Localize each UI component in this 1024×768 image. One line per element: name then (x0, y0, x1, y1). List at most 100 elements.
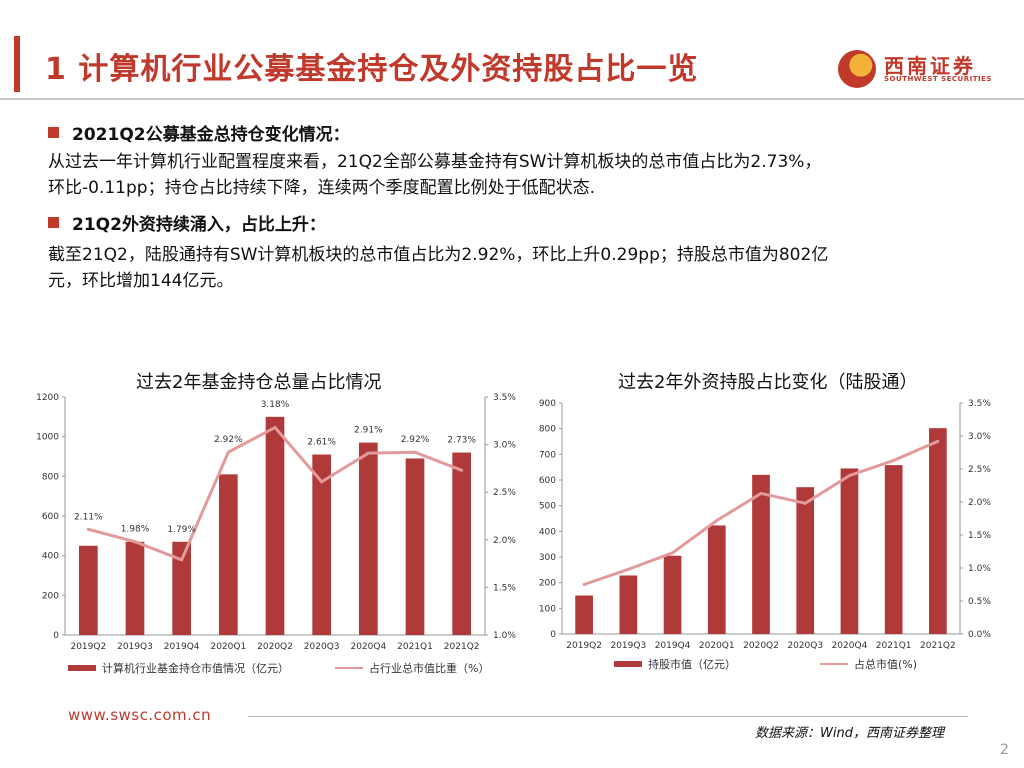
legend-bar-label: 计算机行业基金持仓市值情况（亿元） (102, 660, 289, 676)
legend-bar-swatch (614, 661, 642, 667)
y-tick-label-left: 700 (539, 450, 556, 460)
line-point (134, 540, 137, 543)
legend-bar-left: 计算机行业基金持仓市值情况（亿元） (68, 660, 289, 676)
data-label: 2.61% (307, 438, 336, 448)
x-tick-label: 2020Q4 (832, 641, 868, 651)
y-tick-label-right: 1.5% (968, 531, 991, 541)
y-tick-label-left: 1200 (36, 393, 59, 403)
y-tick-label-right: 2.5% (493, 488, 516, 498)
data-label: 2.92% (401, 435, 430, 445)
line-point (320, 480, 323, 483)
bar (359, 443, 378, 635)
x-tick-label: 2019Q2 (70, 642, 106, 652)
line-point (367, 452, 370, 455)
x-tick-label: 2019Q4 (655, 641, 691, 651)
line-point (848, 474, 851, 477)
y-tick-label-left: 400 (539, 527, 556, 537)
legend-bar-right: 持股市值（亿元） (614, 656, 736, 672)
line-point (87, 528, 90, 531)
y-tick-label-left: 500 (539, 502, 556, 512)
bar (126, 542, 145, 635)
y-tick-label-right: 2.5% (968, 465, 991, 475)
line-point (180, 558, 183, 561)
y-tick-label-left: 900 (539, 399, 556, 409)
data-label: 3.18% (261, 400, 290, 410)
y-tick-label-left: 600 (42, 512, 59, 522)
footer-url[interactable]: www.swsc.com.cn (68, 706, 211, 724)
bar (219, 474, 238, 635)
data-label: 2.11% (74, 512, 103, 522)
y-tick-label-right: 3.5% (493, 393, 516, 403)
x-tick-label: 2020Q1 (699, 641, 735, 651)
bar (452, 453, 471, 635)
title-divider (0, 98, 1024, 100)
legend-line-swatch (820, 663, 848, 665)
y-tick-label-right: 0.0% (968, 630, 991, 640)
x-tick-label: 2021Q2 (444, 642, 480, 652)
footer-divider (248, 716, 968, 717)
legend-line-left: 占行业总市值比重（%） (335, 660, 489, 676)
line-point (804, 502, 807, 505)
data-label: 2.91% (354, 426, 383, 436)
data-label: 2.73% (447, 436, 476, 446)
bar (708, 525, 726, 634)
legend-line-label: 占总市值(%) (854, 656, 917, 672)
x-tick-label: 2020Q4 (350, 642, 386, 652)
bar (575, 596, 593, 635)
y-tick-label-right: 0.5% (968, 597, 991, 607)
y-tick-label-left: 300 (539, 553, 556, 563)
y-tick-label-left: 0 (53, 631, 59, 641)
y-tick-label-left: 200 (42, 591, 59, 601)
y-tick-label-left: 0 (550, 630, 556, 640)
y-tick-label-right: 1.5% (493, 583, 516, 593)
y-tick-label-left: 400 (42, 552, 59, 562)
line-point (627, 568, 630, 571)
x-tick-label: 2021Q1 (876, 641, 912, 651)
line-point (227, 451, 230, 454)
x-tick-label: 2019Q3 (610, 641, 646, 651)
logo-text-en: SOUTHWEST SECURITIES (884, 75, 992, 83)
y-tick-label-right: 1.0% (968, 564, 991, 574)
bar (841, 468, 859, 634)
y-tick-label-left: 200 (539, 579, 556, 589)
x-tick-label: 2020Q2 (257, 642, 293, 652)
chart-title-right: 过去2年外资持股占比变化（陆股通） (618, 368, 917, 394)
bar (406, 458, 425, 635)
line-point (936, 440, 939, 443)
data-label: 2.92% (214, 435, 243, 445)
y-tick-label-right: 1.0% (493, 631, 516, 641)
x-tick-label: 2020Q3 (787, 641, 823, 651)
legend-line-right: 占总市值(%) (820, 656, 917, 672)
page-title: 1 计算机行业公募基金持仓及外资持股占比一览 (45, 44, 698, 88)
page-number: 2 (1000, 742, 1009, 758)
legend-line-swatch (335, 667, 363, 669)
y-tick-label-right: 2.0% (968, 498, 991, 508)
bar (929, 428, 947, 634)
bar (619, 575, 637, 634)
section-body-line: 截至21Q2，陆股通持有SW计算机板块的总市值占比为2.92%，环比上升0.29… (48, 242, 978, 268)
section-body-line: 元，环比增加144亿元。 (48, 268, 978, 294)
line-point (892, 459, 895, 462)
bullet-icon (48, 217, 59, 228)
legend-bar-swatch (68, 665, 96, 671)
fund-holding-chart: 0 200 400 600 800 1000 1200 1.0% 1.5% 2.0% 2.5% 3.0… (20, 388, 520, 658)
line-point (460, 469, 463, 472)
line-point (671, 551, 674, 554)
x-tick-label: 2019Q3 (117, 642, 153, 652)
data-label: 1.79% (167, 525, 196, 535)
section-body-line: 从过去一年计算机行业配置程度来看，21Q2全部公募基金持有SW计算机板块的总市值… (48, 149, 978, 175)
x-tick-label: 2019Q4 (164, 642, 200, 652)
section-body-line: 环比-0.11pp；持仓占比持续下降，连续两个季度配置比例处于低配状态. (48, 175, 978, 201)
line-point (760, 492, 763, 495)
company-logo: 西南证券 SOUTHWEST SECURITIES (838, 50, 998, 90)
bullet-icon (48, 127, 59, 138)
x-tick-label: 2021Q2 (920, 641, 956, 651)
y-tick-label-left: 800 (539, 425, 556, 435)
bar (266, 417, 285, 635)
y-tick-label-left: 600 (539, 476, 556, 486)
title-accent-bar (14, 36, 20, 92)
legend-line-label: 占行业总市值比重（%） (369, 660, 489, 676)
y-tick-label-left: 100 (539, 604, 556, 614)
y-tick-label-right: 3.5% (968, 399, 991, 409)
legend-bar-label: 持股市值（亿元） (648, 656, 736, 672)
